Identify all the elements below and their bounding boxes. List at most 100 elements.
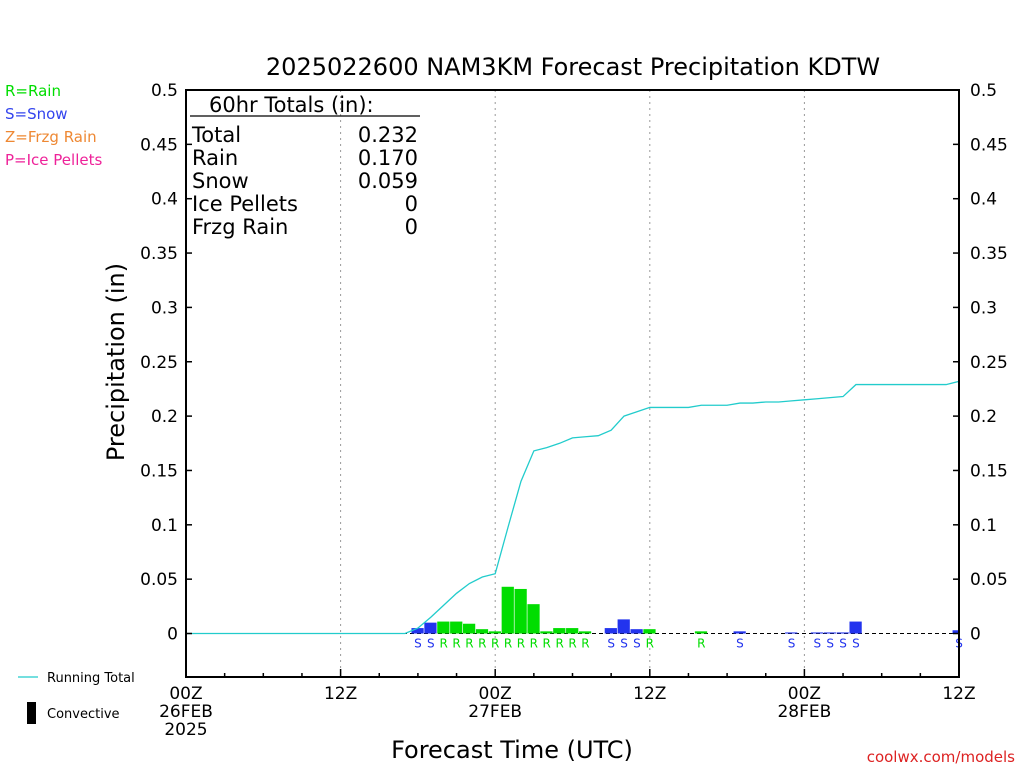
type-legend-item: Z=Frzg Rain (5, 128, 97, 146)
y-tick-label: 0.45 (140, 135, 178, 155)
x-tick-label: 12Z (324, 684, 357, 704)
precip-bar (630, 629, 643, 634)
ptype-label: R (439, 637, 447, 651)
y-tick-label: 0.35 (140, 244, 178, 264)
totals-label: Rain (192, 146, 238, 170)
precip-bar (578, 631, 592, 634)
totals-box: 60hr Totals (in): Total 0.232 Rain 0.170 Sno… (190, 93, 420, 239)
y-tick-label-right: 0.2 (970, 407, 997, 427)
bottom-legend-label: Running Total (47, 671, 135, 686)
precip-bar (952, 630, 959, 634)
x-tick-label: 26FEB (159, 702, 213, 722)
type-legend-item: P=Ice Pellets (5, 151, 102, 169)
x-tick-label: 12Z (633, 684, 666, 704)
y-tick-label-right: 0.45 (970, 135, 1008, 155)
precip-bar (694, 631, 708, 634)
ptype-label: R (697, 637, 705, 651)
type-legend-item: R=Rain (5, 82, 61, 100)
precip-bar (488, 631, 501, 634)
totals-value: 0.059 (358, 169, 418, 193)
totals-rows: Total 0.232 Rain 0.170 Snow 0.059 Ice Pellets 0… (191, 123, 418, 239)
precip-bar (617, 619, 630, 634)
y-tick-label: 0.3 (151, 298, 178, 318)
totals-value: 0 (405, 215, 418, 239)
ptype-label: S (826, 637, 834, 651)
x-tick-label: 2025 (164, 720, 207, 740)
precip-bar (836, 632, 849, 634)
grid-lines (340, 90, 805, 677)
ptype-label: R (504, 637, 512, 651)
y-tick-label: 0.2 (151, 407, 178, 427)
chart-title: 2025022600 NAM3KM Forecast Precipitation… (266, 53, 880, 81)
ptype-label: R (581, 637, 589, 651)
y-tick-label: 0.15 (140, 461, 178, 481)
precip-bar (810, 632, 824, 634)
precip-bar (566, 628, 579, 634)
ptype-label: R (478, 637, 486, 651)
y-tick-label-right: 0.4 (970, 190, 997, 210)
ptype-label: R (543, 637, 551, 651)
precip-bar (823, 632, 836, 634)
y-tick-label-right: 0.3 (970, 298, 997, 318)
y-axis-right: 0 0.05 0.1 0.15 0.2 0.25 0.3 0.35 0.4 0.45 0.5 (953, 81, 1008, 645)
y-axis-left: 0 0.05 0.1 0.15 0.2 0.25 0.3 0.35 0.4 0.45 0.5 (140, 81, 192, 645)
x-tick-label: 27FEB (468, 702, 522, 722)
y-tick-label-right: 0.1 (970, 516, 997, 536)
ptype-label: R (646, 637, 654, 651)
plot-frame (185, 89, 960, 678)
ptype-label: S (633, 637, 641, 651)
x-tick-label: 12Z (942, 684, 975, 704)
precip-bar (733, 631, 746, 634)
precip-bar (424, 622, 437, 634)
type-legend: R=Rain S=Snow Z=Frzg Rain P=Ice Pellets (5, 82, 102, 169)
precip-bar (450, 621, 463, 634)
ptype-label: R (452, 637, 460, 651)
x-tick-label: 28FEB (777, 702, 831, 722)
precip-bar (785, 632, 798, 634)
ptype-label: S (813, 637, 821, 651)
y-axis-label: Precipitation (in) (102, 263, 130, 461)
y-tick-label-right: 0 (970, 625, 981, 645)
ptype-label: R (530, 637, 538, 651)
precip-bar (643, 629, 656, 634)
x-axis-label: Forecast Time (UTC) (391, 736, 633, 764)
running-total-line (186, 380, 960, 635)
ptype-label: R (568, 637, 576, 651)
bottom-legend-label: Convective (47, 707, 120, 722)
precip-bar (849, 621, 862, 634)
y-tick-label-right: 0.15 (970, 461, 1008, 481)
x-tick-label: 00Z (788, 684, 821, 704)
y-tick-label: 0.5 (151, 81, 178, 101)
type-legend-item: S=Snow (5, 105, 68, 123)
x-tick-label: 00Z (169, 684, 202, 704)
ptype-label: R (491, 637, 499, 651)
totals-label: Snow (192, 169, 249, 193)
ptype-label: S (736, 637, 744, 651)
totals-label: Total (191, 123, 241, 147)
ptype-label: S (620, 637, 628, 651)
precip-bar (411, 628, 424, 634)
bottom-legend: Running Total Convective (18, 671, 135, 724)
ptype-label: S (414, 637, 422, 651)
y-tick-label: 0 (167, 625, 178, 645)
y-tick-label: 0.25 (140, 353, 178, 373)
totals-label: Frzg Rain (192, 215, 288, 239)
x-tick-label: 00Z (479, 684, 512, 704)
legend-bar-swatch (27, 702, 36, 724)
ptype-label: S (852, 637, 860, 651)
ptype-label: S (839, 637, 847, 651)
precip-bar (514, 588, 527, 634)
y-tick-label-right: 0.05 (970, 570, 1008, 590)
credit-text: coolwx.com/models (867, 748, 1015, 766)
ptype-label: R (517, 637, 525, 651)
hourly-bars (411, 586, 959, 634)
totals-label: Ice Pellets (192, 192, 298, 216)
ptype-label: S (427, 637, 435, 651)
precip-bar (437, 621, 450, 634)
y-tick-label-right: 0.35 (970, 244, 1008, 264)
y-tick-label-right: 0.5 (970, 81, 997, 101)
